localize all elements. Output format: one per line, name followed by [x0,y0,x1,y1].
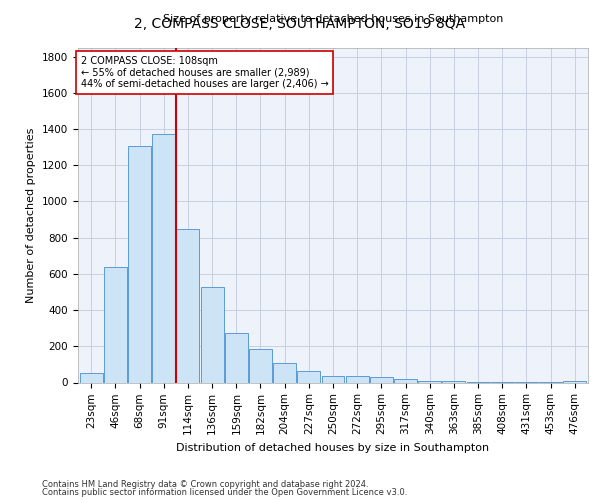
Y-axis label: Number of detached properties: Number of detached properties [26,128,37,302]
X-axis label: Distribution of detached houses by size in Southampton: Distribution of detached houses by size … [176,442,490,452]
Text: 2, COMPASS CLOSE, SOUTHAMPTON, SO19 8QA: 2, COMPASS CLOSE, SOUTHAMPTON, SO19 8QA [134,18,466,32]
Bar [225,332,248,382]
Bar [249,349,272,382]
Bar [80,374,103,382]
Title: Size of property relative to detached houses in Southampton: Size of property relative to detached ho… [163,14,503,24]
Text: Contains HM Land Registry data © Crown copyright and database right 2024.: Contains HM Land Registry data © Crown c… [42,480,368,489]
Bar [563,380,586,382]
Text: Contains public sector information licensed under the Open Government Licence v3: Contains public sector information licen… [42,488,407,497]
Bar [104,267,127,382]
Bar [322,376,344,382]
Bar [176,229,199,382]
Bar [418,380,441,382]
Bar [394,379,417,382]
Bar [128,146,151,382]
Bar [298,370,320,382]
Bar [442,381,466,382]
Text: 2 COMPASS CLOSE: 108sqm
← 55% of detached houses are smaller (2,989)
44% of semi: 2 COMPASS CLOSE: 108sqm ← 55% of detache… [80,56,328,89]
Bar [200,286,224,382]
Bar [152,134,175,382]
Bar [273,364,296,382]
Bar [370,378,393,382]
Bar [346,376,368,382]
